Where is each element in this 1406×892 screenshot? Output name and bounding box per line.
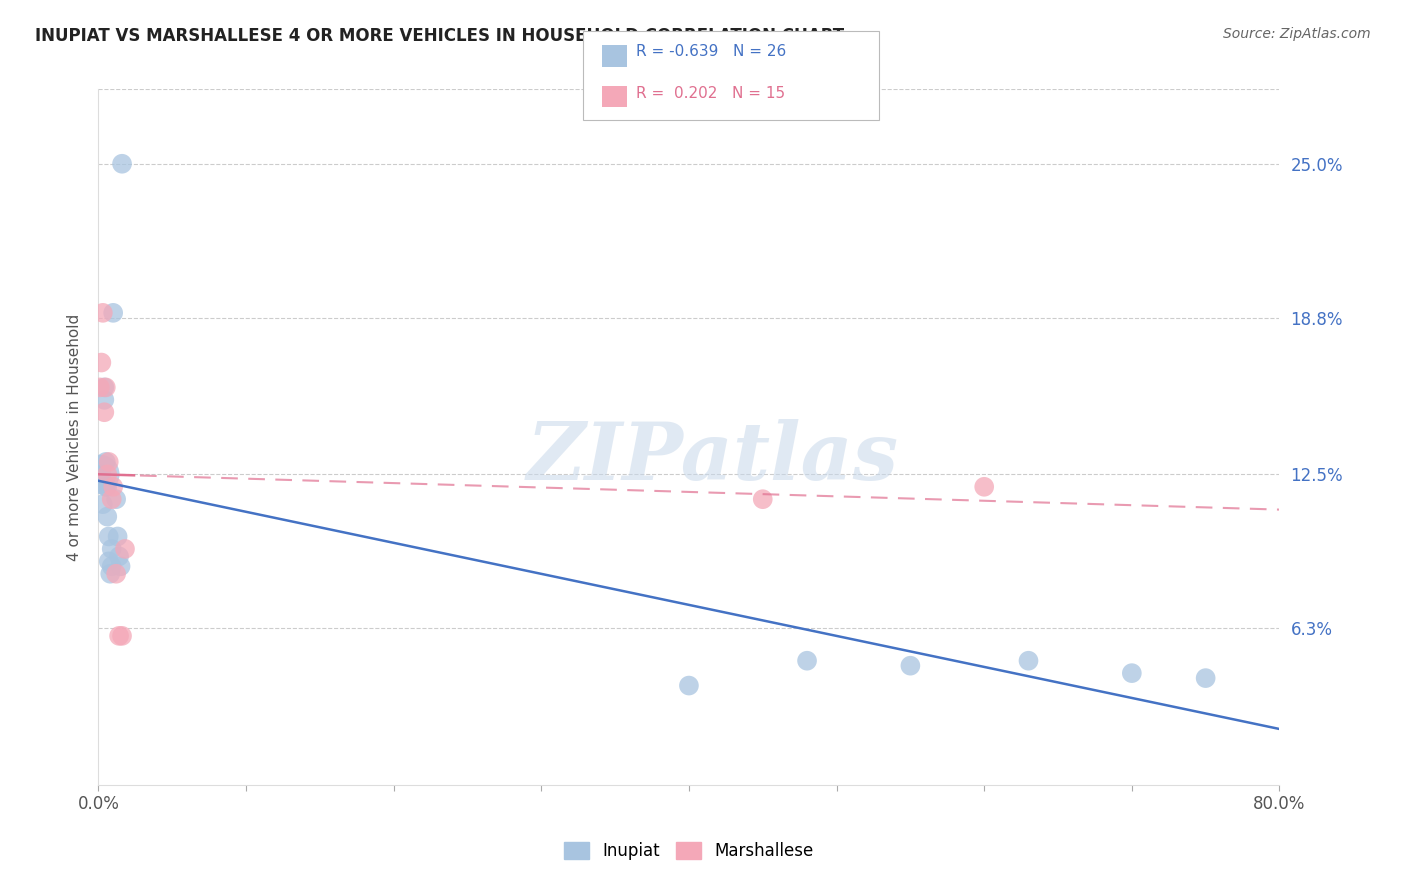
Point: [94, 455, 117, 469]
Point: [93, 380, 115, 394]
Point: [100, 559, 122, 574]
Text: Source: ZipAtlas.com: Source: ZipAtlas.com: [1223, 27, 1371, 41]
Point: [105, 566, 128, 581]
Point: [103, 480, 125, 494]
Point: [96, 509, 118, 524]
Point: [973, 480, 995, 494]
Point: [90, 467, 112, 482]
Point: [114, 541, 136, 556]
Point: [96, 467, 118, 482]
Point: [89, 467, 111, 482]
Y-axis label: 4 or more Vehicles in Household: 4 or more Vehicles in Household: [67, 313, 83, 561]
Point: [108, 549, 131, 564]
Legend: Inupiat, Marshallese: Inupiat, Marshallese: [557, 836, 821, 867]
Point: [97, 455, 120, 469]
Point: [98, 566, 121, 581]
Point: [678, 679, 700, 693]
Point: [103, 306, 125, 320]
Point: [1195, 671, 1218, 685]
Point: [93, 392, 115, 407]
Point: [900, 658, 922, 673]
Point: [97, 529, 120, 543]
Text: R =  0.202   N = 15: R = 0.202 N = 15: [636, 87, 785, 101]
Point: [111, 629, 134, 643]
Point: [94, 380, 117, 394]
Point: [1121, 666, 1143, 681]
Point: [111, 157, 134, 171]
Point: [752, 492, 775, 507]
Point: [796, 654, 818, 668]
Text: R = -0.639   N = 26: R = -0.639 N = 26: [636, 45, 786, 59]
Point: [96, 480, 118, 494]
Text: INUPIAT VS MARSHALLESE 4 OR MORE VEHICLES IN HOUSEHOLD CORRELATION CHART: INUPIAT VS MARSHALLESE 4 OR MORE VEHICLE…: [35, 27, 844, 45]
Point: [1018, 654, 1040, 668]
Point: [93, 405, 115, 419]
Point: [94, 480, 117, 494]
Point: [108, 629, 131, 643]
Point: [100, 541, 122, 556]
Point: [90, 355, 112, 369]
Point: [91, 497, 114, 511]
Text: ZIPatlas: ZIPatlas: [526, 419, 898, 497]
Point: [105, 492, 128, 507]
Point: [97, 554, 120, 568]
Point: [89, 380, 111, 394]
Point: [91, 306, 114, 320]
Point: [107, 529, 129, 543]
Point: [100, 492, 122, 507]
Point: [110, 559, 132, 574]
